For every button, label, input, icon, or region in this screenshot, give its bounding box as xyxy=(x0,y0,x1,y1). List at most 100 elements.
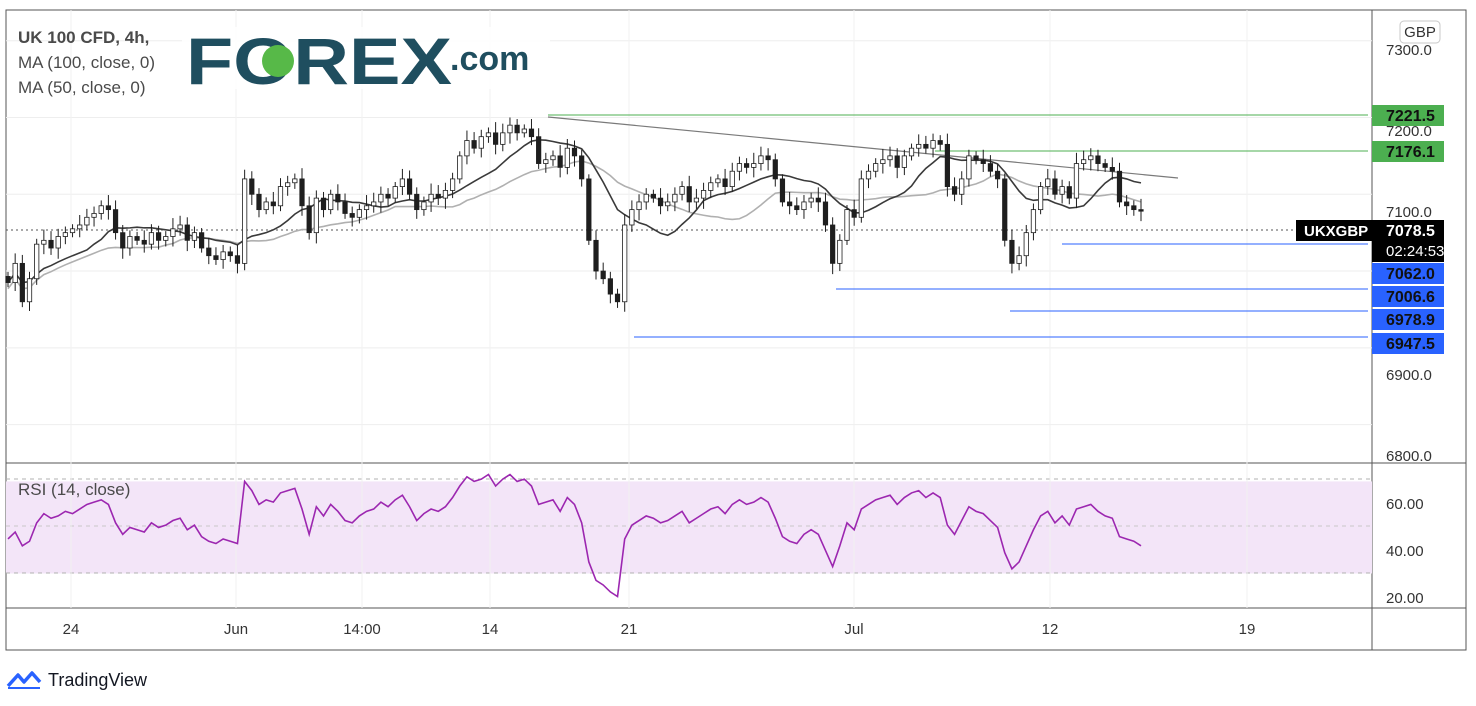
candle-up xyxy=(55,236,61,249)
candle-down xyxy=(349,213,355,218)
tradingview-label: TradingView xyxy=(48,669,148,690)
candle-down xyxy=(414,193,420,211)
candle-down xyxy=(1102,163,1108,168)
symbol-legend[interactable]: UK 100 CFD, 4h, xyxy=(18,28,149,47)
price-tick: 6900.0 xyxy=(1386,367,1432,384)
candle-down xyxy=(557,155,563,168)
candle-down xyxy=(1138,209,1144,212)
tradingview-logo[interactable]: TradingView xyxy=(6,668,147,692)
support-label-bg xyxy=(1372,263,1444,284)
time-axis[interactable]: 24 Jun 14:00 14 21 Jul 12 19 xyxy=(63,621,1256,638)
candle-up xyxy=(959,178,965,195)
candle-up xyxy=(708,182,714,191)
candle-up xyxy=(622,224,628,303)
candle-up xyxy=(428,193,434,203)
time-label: 14 xyxy=(482,621,499,638)
candle-up xyxy=(220,251,226,260)
symbol-tag: UKXGBP xyxy=(1304,223,1368,240)
time-label: 19 xyxy=(1239,621,1256,638)
rsi-axis[interactable]: 60.00 40.00 20.00 xyxy=(1386,496,1424,607)
candle-down xyxy=(256,193,262,211)
candle-down xyxy=(306,205,312,234)
candle-down xyxy=(614,293,621,303)
candle-up xyxy=(901,155,907,168)
candle-up xyxy=(392,186,398,199)
candle-up xyxy=(41,239,47,245)
candle-up xyxy=(84,216,90,226)
trend-line[interactable] xyxy=(547,116,1179,179)
candle-down xyxy=(155,232,162,241)
candle-down xyxy=(536,136,542,164)
candle-down xyxy=(650,193,656,199)
candle-down xyxy=(822,201,829,226)
candle-up xyxy=(665,201,671,207)
forex-logo: FOREX .com xyxy=(182,24,550,98)
candle-up xyxy=(543,159,549,164)
candle-up xyxy=(700,190,707,199)
candle-up xyxy=(421,201,427,211)
candle-down xyxy=(944,143,950,187)
candle-down xyxy=(765,155,771,161)
candle-up xyxy=(170,228,176,237)
candle-up xyxy=(880,159,886,164)
currency-badge[interactable] xyxy=(1399,20,1441,44)
rsi-tick: 20.00 xyxy=(1386,590,1424,607)
candle-up xyxy=(328,193,334,211)
support-label: 7006.6 xyxy=(1386,289,1435,306)
candle-down xyxy=(600,270,606,280)
ma50-legend[interactable]: MA (50, close, 0) xyxy=(18,78,146,97)
candle-down xyxy=(571,147,578,157)
candle-down xyxy=(493,132,499,145)
price-tick: 7300.0 xyxy=(1386,42,1432,59)
candle-down xyxy=(994,170,1001,180)
candle-down xyxy=(1095,155,1101,164)
candle-down xyxy=(120,232,126,249)
candle-up xyxy=(1016,255,1022,264)
candle-up xyxy=(371,201,377,207)
candle-up xyxy=(715,178,721,184)
candle-up xyxy=(191,232,198,241)
candle-down xyxy=(105,205,111,211)
symbol-tag-bg xyxy=(1296,220,1372,241)
candle-down xyxy=(1009,239,1015,264)
candle-down xyxy=(722,178,728,187)
price-axis[interactable]: 7300.0 7200.0 7100.0 6900.0 6800.0 xyxy=(1386,42,1432,465)
candle-up xyxy=(1088,155,1094,161)
candle-down xyxy=(270,201,276,207)
candle-down xyxy=(980,159,986,164)
current-price-label-bg[interactable] xyxy=(1372,220,1444,262)
candle-up xyxy=(837,239,843,264)
candle-up xyxy=(442,190,449,199)
ma100-legend[interactable]: MA (100, close, 0) xyxy=(18,53,155,72)
candle-down xyxy=(686,186,692,203)
candle-down xyxy=(794,205,800,211)
candle-down xyxy=(19,262,25,303)
tradingview-icon xyxy=(6,671,42,689)
resistance-label-bg xyxy=(1372,105,1444,126)
candle-up xyxy=(177,224,183,230)
candle-down xyxy=(48,239,54,249)
candle-down xyxy=(1109,166,1115,172)
candle-down xyxy=(1002,178,1008,241)
rsi-band xyxy=(6,481,1372,574)
rsi-tick: 60.00 xyxy=(1386,496,1424,513)
time-label: 24 xyxy=(63,621,80,638)
candle-up xyxy=(672,193,678,203)
candle-down xyxy=(1124,201,1130,207)
rsi-tick: 40.00 xyxy=(1386,543,1424,560)
candle-down xyxy=(335,193,341,203)
candle-up xyxy=(693,197,700,203)
candle-up xyxy=(865,170,872,180)
rsi-legend[interactable]: RSI (14, close) xyxy=(18,480,130,499)
current-price-label: 7078.5 xyxy=(1386,223,1435,240)
candle-down xyxy=(1052,178,1058,195)
candle-up xyxy=(26,278,33,303)
candle-down xyxy=(657,197,664,207)
chart-frame xyxy=(5,9,1467,651)
candle-down xyxy=(894,155,900,168)
candle-down xyxy=(299,178,305,207)
candle-down xyxy=(528,128,535,138)
bar-countdown: 02:24:53 xyxy=(1386,243,1444,260)
candle-down xyxy=(227,251,233,257)
